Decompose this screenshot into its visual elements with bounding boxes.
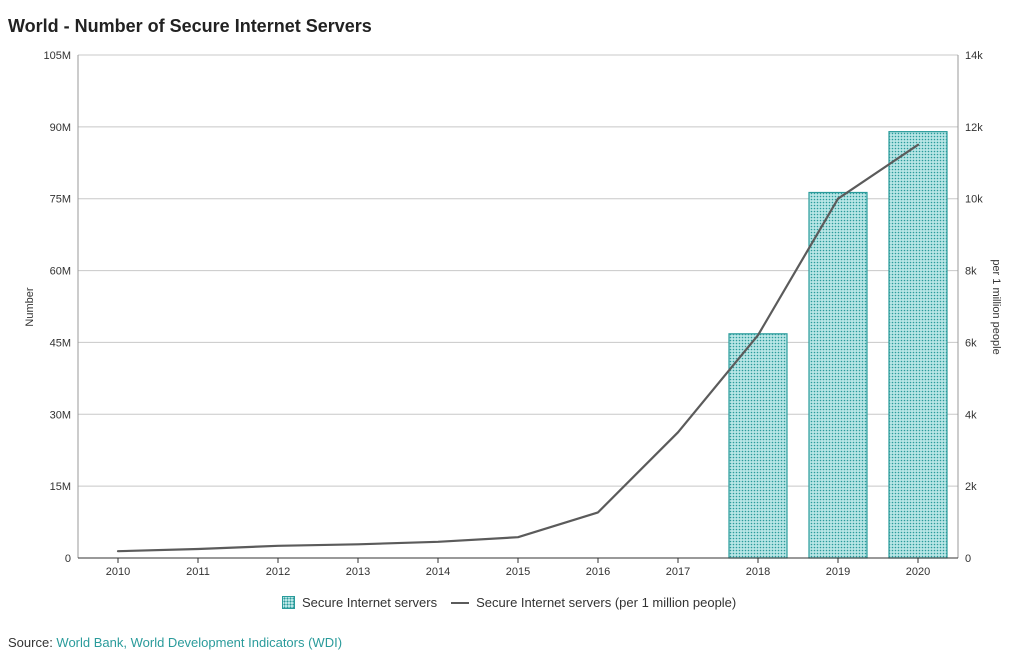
y-tick-label: 15M — [50, 481, 71, 493]
bars — [728, 131, 948, 559]
x-tick-label: 2010 — [106, 566, 130, 578]
legend-bar-label: Secure Internet servers — [302, 595, 438, 610]
x-tick-label: 2020 — [906, 566, 930, 578]
y2-tick-label: 10k — [965, 194, 983, 206]
x-tick-label: 2011 — [186, 566, 210, 578]
x-tick-label: 2012 — [266, 566, 290, 578]
y-tick-label: 30M — [50, 409, 71, 421]
y-tick-label: 60M — [50, 266, 71, 278]
y-tick-label: 0 — [65, 553, 71, 565]
y2-tick-label: 12k — [965, 122, 983, 134]
x-tick-label: 2019 — [826, 566, 850, 578]
chart-title: World - Number of Secure Internet Server… — [8, 16, 372, 36]
y-tick-label: 75M — [50, 194, 71, 206]
y-tick-label: 45M — [50, 337, 71, 349]
y2-tick-label: 6k — [965, 337, 977, 349]
x-tick-label: 2018 — [746, 566, 770, 578]
y-tick-label: 105M — [43, 50, 71, 62]
y2-tick-label: 2k — [965, 481, 977, 493]
line-series — [116, 143, 920, 553]
y2-tick-label: 4k — [965, 409, 977, 421]
x-tick-label: 2016 — [586, 566, 610, 578]
source-note: Source: World Bank, World Development In… — [8, 635, 342, 650]
legend: Secure Internet servers Secure Internet … — [282, 595, 736, 610]
x-tick-label: 2015 — [506, 566, 530, 578]
y2-tick-label: 14k — [965, 50, 983, 62]
source-prefix: Source: — [8, 635, 57, 650]
legend-bar-swatch — [282, 596, 295, 609]
y-tick-label: 90M — [50, 122, 71, 134]
y2-tick-label: 8k — [965, 266, 977, 278]
x-tick-label: 2014 — [426, 566, 450, 578]
legend-line-label: Secure Internet servers (per 1 million p… — [476, 595, 737, 610]
bar — [808, 191, 868, 559]
source-link[interactable]: World Bank, World Development Indicators… — [56, 635, 343, 650]
bar — [888, 131, 948, 559]
legend-line-swatch — [451, 601, 470, 604]
series-line — [116, 143, 920, 553]
bar — [728, 333, 788, 559]
y2-tick-label: 0 — [965, 553, 971, 565]
x-tick-label: 2017 — [666, 566, 690, 578]
x-tick-label: 2013 — [346, 566, 370, 578]
y-axis-label: Number — [24, 287, 36, 326]
y2-axis-label: per 1 million people — [990, 259, 1002, 354]
axes: 0 0 15M 2k 30M 4k 45M 6k 60M 8k 75M 10k 90M 12k 105M 14… — [43, 50, 983, 578]
